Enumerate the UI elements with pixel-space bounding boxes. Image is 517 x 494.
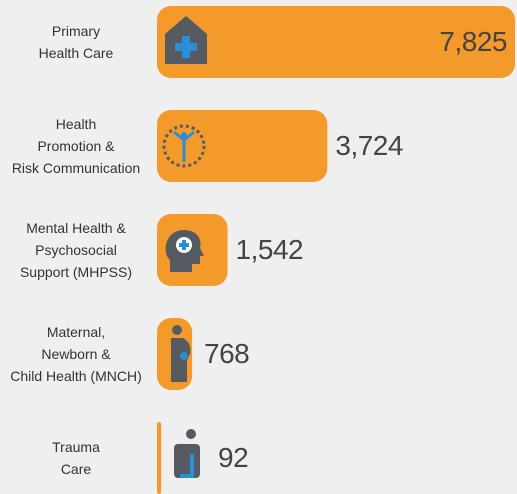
- icon: [172, 325, 182, 335]
- value-label: 768: [204, 338, 250, 369]
- value-label: 1,542: [235, 234, 304, 265]
- icon: [180, 454, 194, 478]
- category-icon: [165, 16, 207, 64]
- category-label: Mental Health & Psychosocial Support (MH…: [19, 220, 133, 280]
- value-label: 7,825: [439, 26, 507, 57]
- category-icon: [165, 230, 204, 272]
- category-icon: [162, 124, 206, 168]
- icon: [162, 124, 206, 168]
- category-label: Maternal, Newborn & Child Health (MNCH): [10, 324, 142, 384]
- bar: [157, 422, 162, 494]
- bar: [157, 6, 515, 78]
- icon: [186, 429, 196, 439]
- category-label: Health Promotion & Risk Communication: [11, 116, 141, 176]
- category-icon: [171, 325, 191, 382]
- icon: [179, 240, 189, 250]
- category-icon: [174, 429, 200, 478]
- icon: [180, 352, 188, 360]
- icon: [173, 130, 195, 162]
- value-label: 3,724: [335, 130, 403, 161]
- icon: [175, 36, 197, 58]
- category-label: Trauma Care: [52, 439, 100, 477]
- category-label: Primary Health Care: [38, 23, 114, 61]
- icon: [174, 444, 200, 478]
- icon: [171, 338, 191, 382]
- bar: [157, 110, 328, 182]
- icon: [181, 132, 187, 138]
- value-label: 92: [218, 442, 249, 473]
